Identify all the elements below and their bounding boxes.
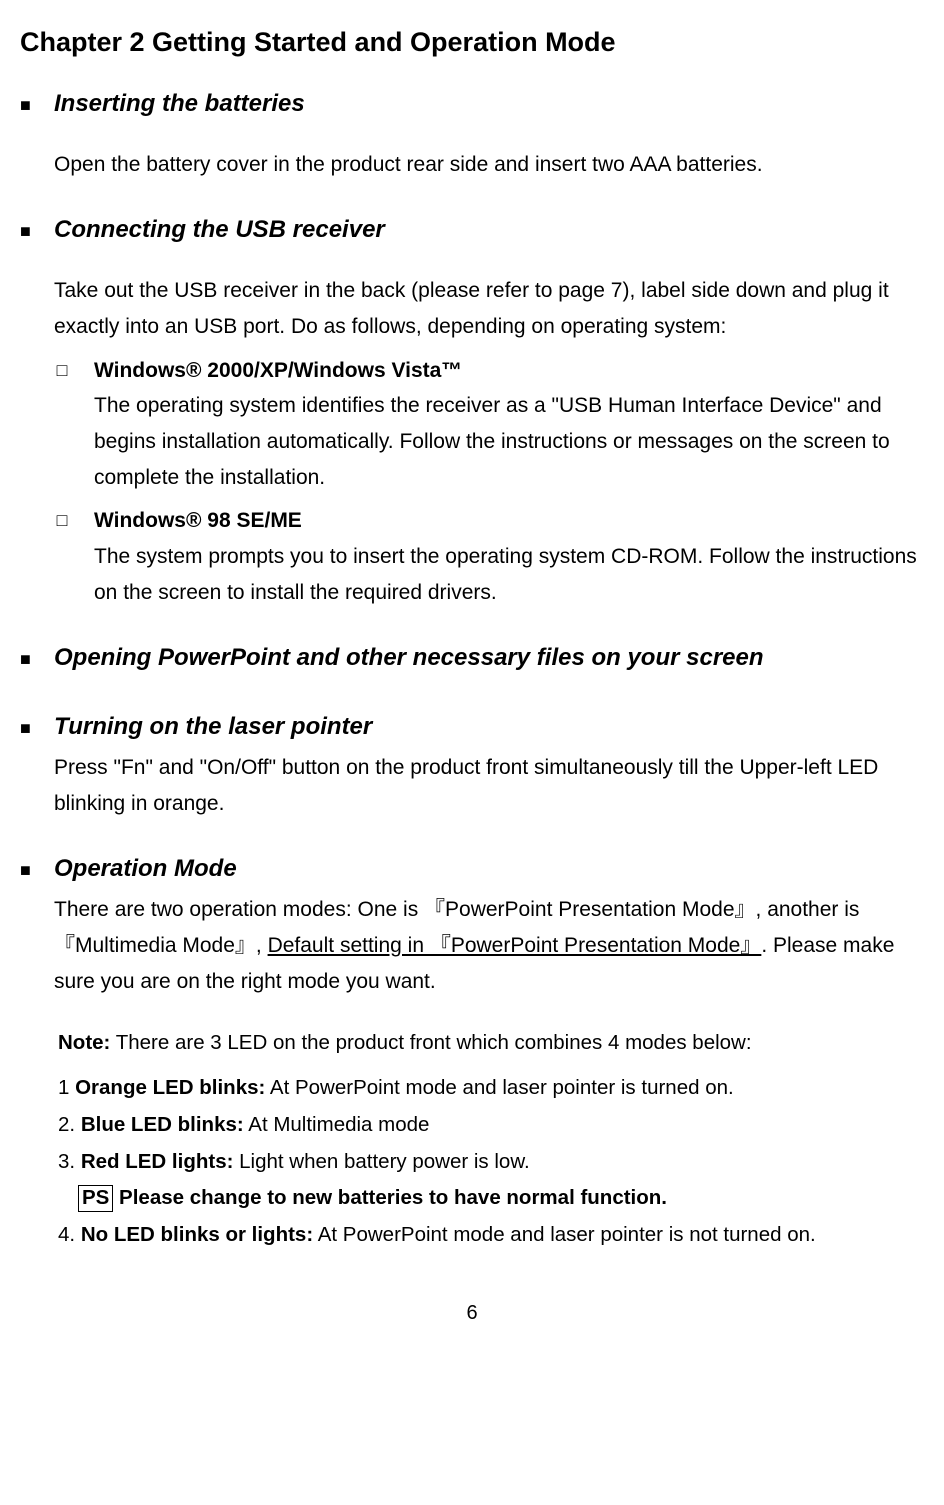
section-opmode: ■ Operation Mode There are two operation… [20,849,924,1252]
os-title: Windows® 98 SE/ME [94,503,924,539]
section-heading: Inserting the batteries [54,84,305,125]
note-rest: At PowerPoint mode and laser pointer is … [313,1223,816,1246]
chapter-title: Chapter 2 Getting Started and Operation … [20,20,924,66]
bullet-open-icon: □ [54,505,70,536]
section-batteries: ■ Inserting the batteries Open the batte… [20,84,924,182]
section-body: Open the battery cover in the product re… [54,147,924,183]
bullet-filled-icon: ■ [20,90,36,121]
section-heading: Opening PowerPoint and other necessary f… [54,638,764,679]
bullet-filled-icon: ■ [20,855,36,886]
page-number: 6 [20,1296,924,1330]
section-heading: Turning on the laser pointer [54,707,372,748]
note-num: 2. [58,1113,75,1136]
section-laser: ■ Turning on the laser pointer Press "Fn… [20,707,924,821]
section-heading: Connecting the USB receiver [54,210,385,251]
note-bold: Blue LED blinks: [81,1113,244,1136]
usb-os-list: □ Windows® 2000/XP/Windows Vista™ The op… [54,353,924,611]
note-rest: At PowerPoint mode and laser pointer is … [265,1076,733,1099]
bullet-open-icon: □ [54,355,70,386]
section-heading: Operation Mode [54,849,237,890]
note-bold: No LED blinks or lights: [81,1223,313,1246]
section-body: Press "Fn" and "On/Off" button on the pr… [54,750,924,821]
bullet-filled-icon: ■ [20,713,36,744]
section-body: Take out the USB receiver in the back (p… [54,273,924,344]
note-num: 1 [58,1076,69,1099]
section-ppt: ■ Opening PowerPoint and other necessary… [20,638,924,679]
ps-text: Please change to new batteries to have n… [113,1186,667,1209]
note-label: Note: [58,1031,110,1054]
bullet-filled-icon: ■ [20,216,36,247]
section-usb: ■ Connecting the USB receiver Take out t… [20,210,924,610]
os-title: Windows® 2000/XP/Windows Vista™ [94,353,924,389]
bullet-filled-icon: ■ [20,644,36,675]
opmode-text-underline: Default setting in 『PowerPoint Presentat… [268,934,762,957]
note-rest: Light when battery power is low. [233,1150,529,1173]
section-body: There are two operation modes: One is 『P… [54,892,924,999]
note-num: 4. [58,1223,75,1246]
usb-os-item: □ Windows® 2000/XP/Windows Vista™ The op… [54,353,924,496]
note-intro: There are 3 LED on the product front whi… [110,1031,751,1054]
usb-os-item: □ Windows® 98 SE/ME The system prompts y… [54,503,924,610]
ps-badge: PS [78,1185,113,1212]
os-body: The operating system identifies the rece… [94,388,924,495]
note-num: 3. [58,1150,75,1173]
note-block: Note: There are 3 LED on the product fro… [58,1027,924,1252]
os-body: The system prompts you to insert the ope… [94,539,924,610]
note-rest: At Multimedia mode [244,1113,430,1136]
note-bold: Orange LED blinks: [75,1076,265,1099]
note-bold: Red LED lights: [81,1150,234,1173]
